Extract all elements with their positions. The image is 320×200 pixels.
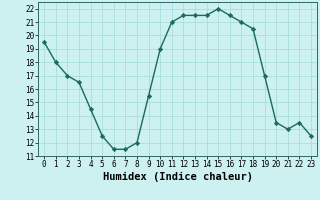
X-axis label: Humidex (Indice chaleur): Humidex (Indice chaleur) (103, 172, 252, 182)
